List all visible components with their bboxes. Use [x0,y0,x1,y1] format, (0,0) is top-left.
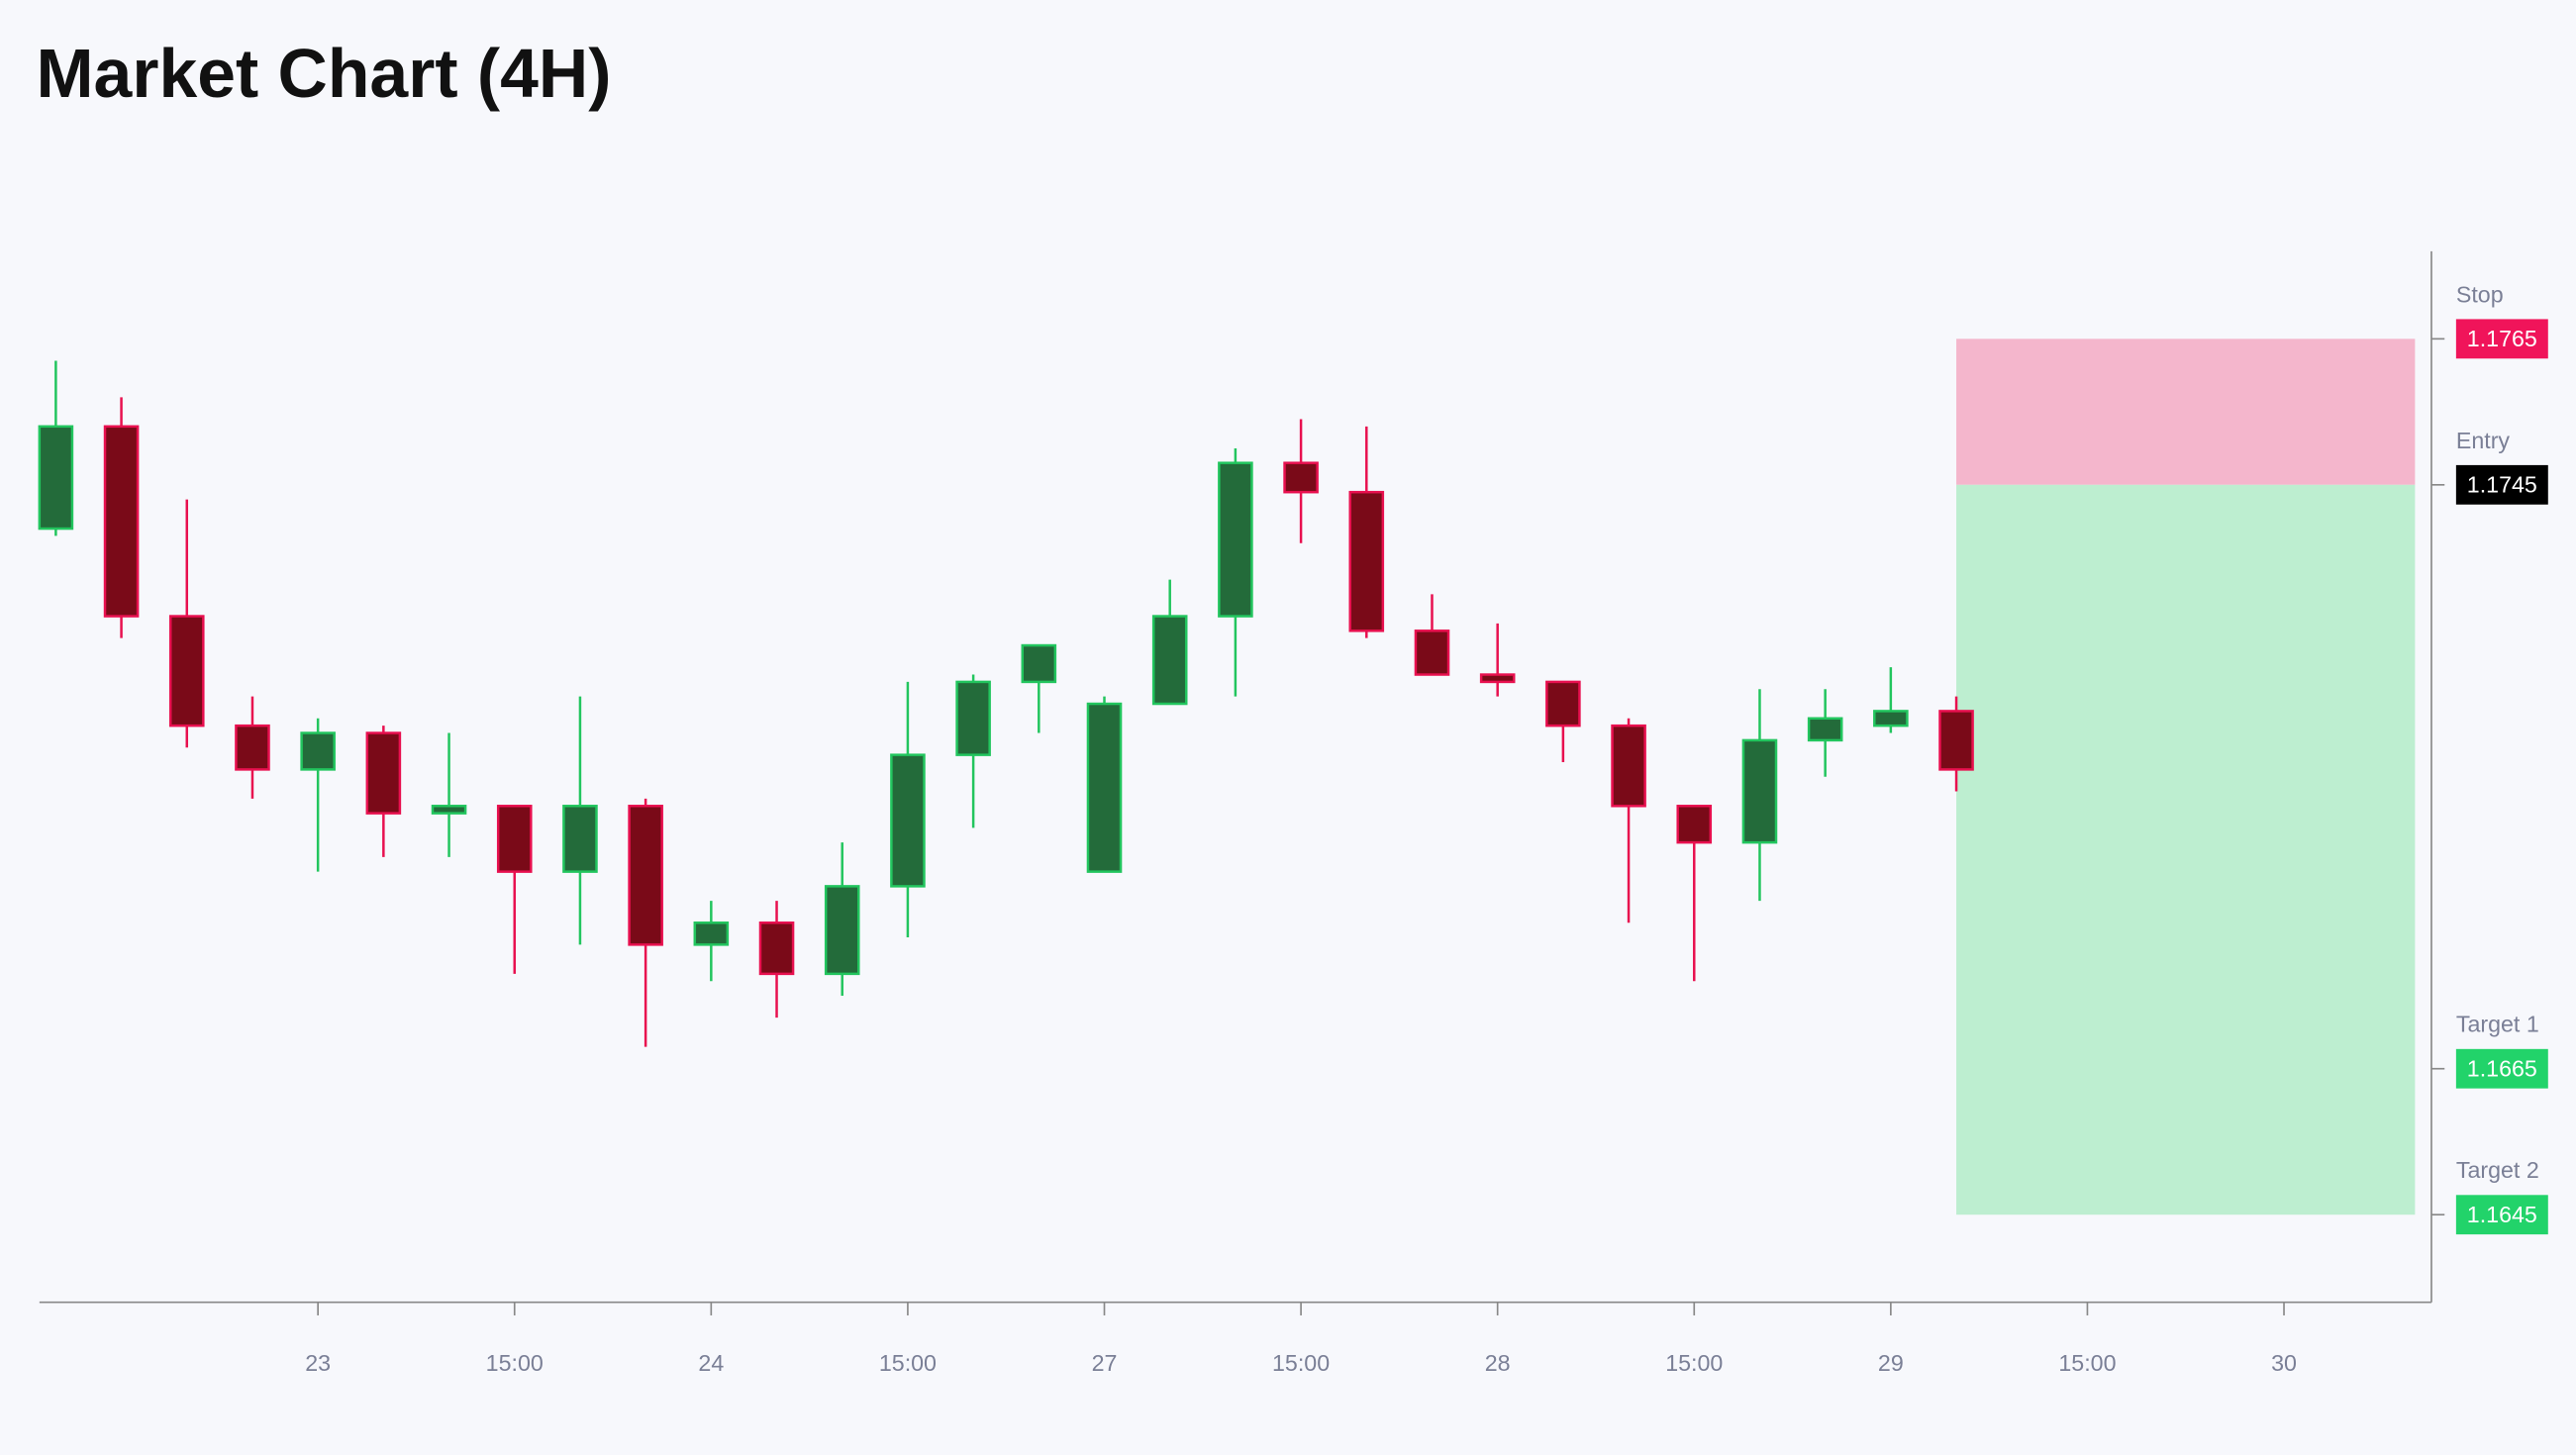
chart-title: Market Chart (4H) [37,35,612,112]
level-name: Entry [2456,428,2511,453]
level-badge [2455,319,2548,359]
x-tick-label: 15:00 [486,1350,544,1376]
candle-body [300,731,336,771]
level-value: 1.1665 [2467,1056,2537,1082]
x-tick-label: 28 [1485,1350,1511,1376]
candle-body [1741,738,1778,844]
candle-body [758,922,795,976]
candle-body [1545,680,1581,728]
x-tick-label: 27 [1092,1350,1118,1376]
candle-body [1807,717,1843,742]
reward-zone [1956,484,2416,1215]
candle-body [1479,673,1516,684]
candle-body [103,425,140,618]
level-name: Stop [2456,281,2504,307]
x-tick-label: 15:00 [879,1350,937,1376]
x-tick-label: 15:00 [1272,1350,1330,1376]
candle-body [1218,461,1253,618]
candle-body [1151,615,1188,706]
candle-body [693,922,730,946]
level-name: Target 2 [2456,1157,2539,1183]
candle-body [890,753,926,888]
level-value: 1.1745 [2467,472,2537,498]
candle-body [431,805,467,815]
x-tick-label: 24 [698,1350,724,1376]
risk-zone [1956,339,2416,485]
candle-body [365,731,402,815]
candle-body [1414,630,1450,676]
candle-body [1611,724,1646,808]
candle-body [562,805,598,873]
level-name: Target 1 [2456,1012,2539,1037]
x-tick-label: 23 [305,1350,331,1376]
candle-body [38,425,74,531]
x-tick-label: 15:00 [2058,1350,2116,1376]
level-value: 1.1765 [2467,326,2537,351]
candle-body [628,805,663,946]
candle-body [824,885,860,976]
x-tick-label: 29 [1878,1350,1904,1376]
candle-body [1283,461,1319,494]
candle-body [955,680,991,756]
candle-body [168,615,205,728]
candle-body [1938,710,1974,771]
candle-body [496,805,533,873]
level-badge [2455,1195,2548,1235]
level-badge [2455,464,2548,505]
candle-body [1873,710,1909,728]
candle-body [1086,702,1123,873]
candle-body [1021,643,1057,684]
x-tick-label: 15:00 [1665,1350,1723,1376]
candle-body [235,724,270,771]
candle-body [1348,490,1385,632]
x-tick-label: 30 [2271,1350,2297,1376]
level-value: 1.1645 [2467,1202,2537,1227]
level-badge [2455,1048,2548,1089]
candle-body [1676,805,1713,844]
